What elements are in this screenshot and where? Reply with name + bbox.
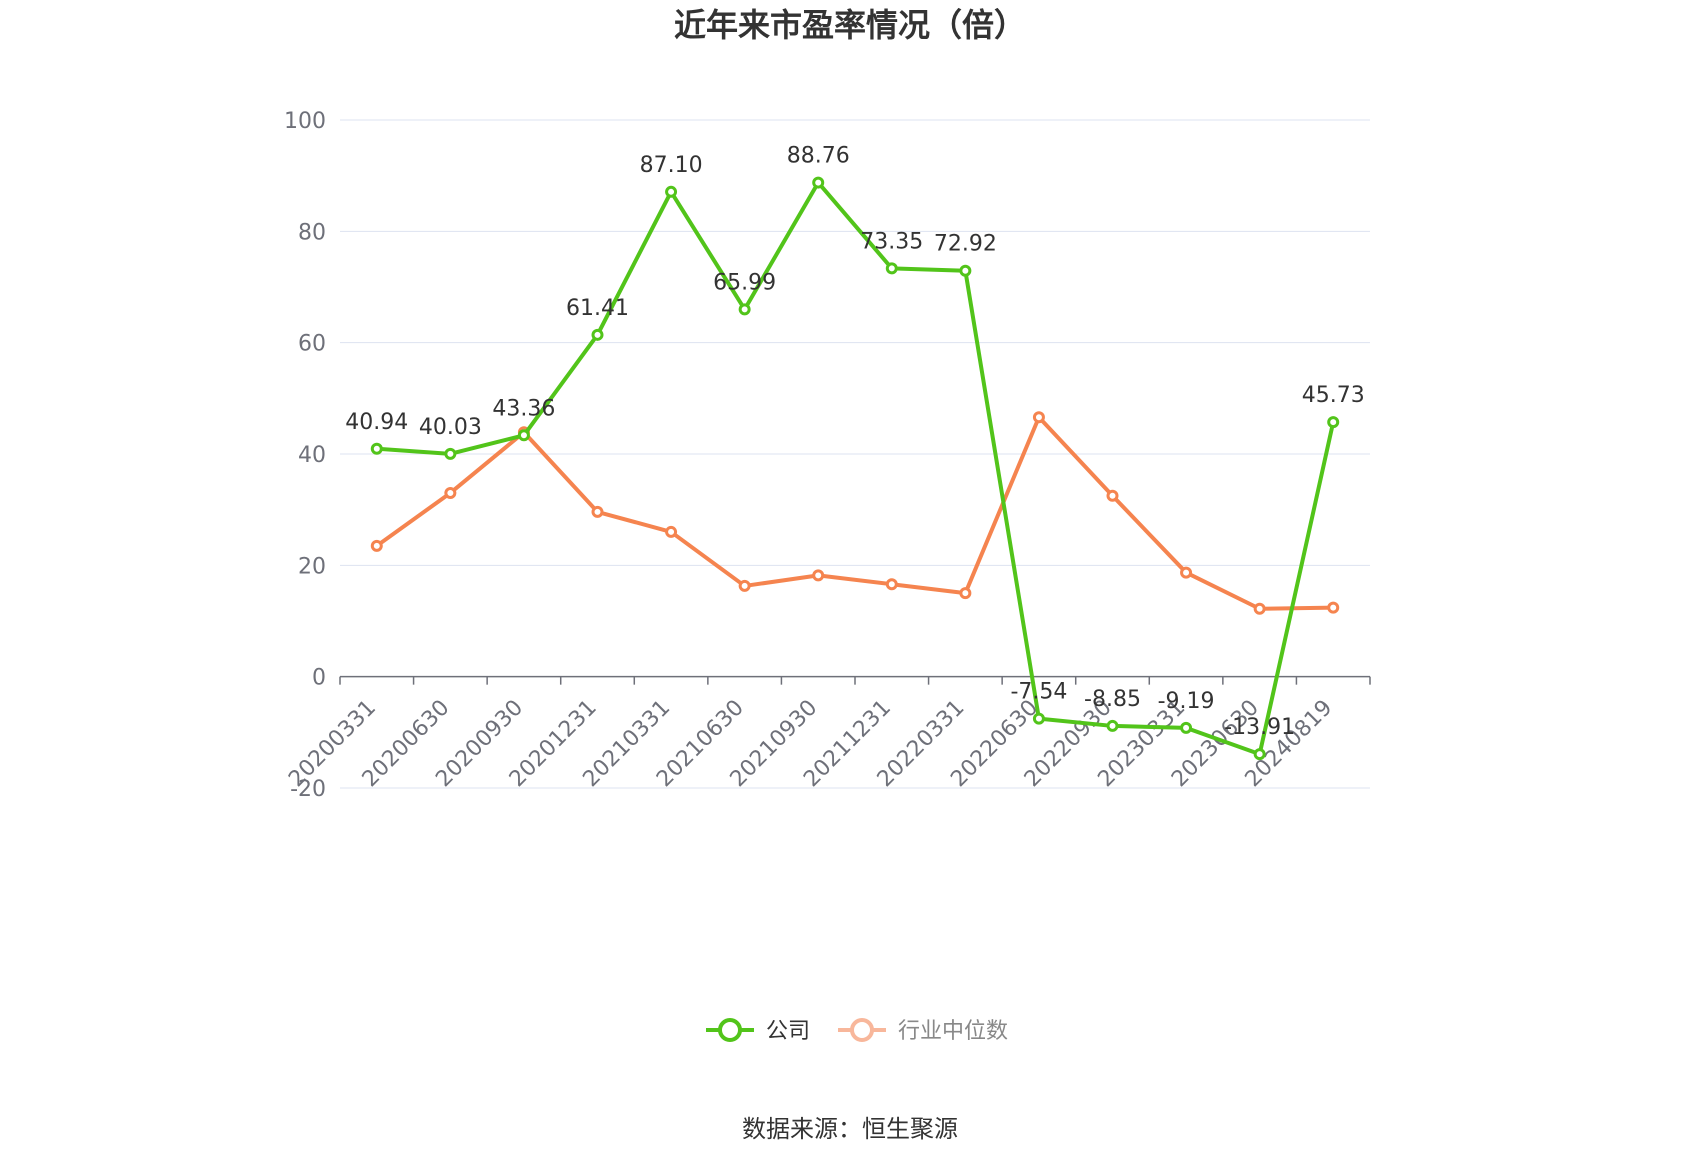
company-point[interactable] <box>738 303 751 316</box>
company-point[interactable] <box>1253 748 1266 761</box>
industry-line <box>375 415 1334 611</box>
company-data-label: 87.10 <box>640 153 703 178</box>
data-labels: 40.94 40.03 43.36 61.41 87.10 65.99 88.76 73.35… <box>345 144 1364 741</box>
data-source: 数据来源：恒生聚源 <box>742 1115 958 1143</box>
legend-industry-label: 行业中位数 <box>898 1019 1008 1044</box>
company-point[interactable] <box>517 429 530 442</box>
company-point[interactable] <box>591 328 604 341</box>
y-tick-label: 40 <box>298 443 326 468</box>
industry-point[interactable] <box>959 587 972 600</box>
chart-title: 近年来市盈率情况（倍） <box>674 6 1026 44</box>
legend-industry-marker <box>850 1018 874 1042</box>
company-point[interactable] <box>444 447 457 460</box>
industry-point[interactable] <box>591 505 604 518</box>
company-point[interactable] <box>1106 719 1119 732</box>
y-tick-label: 20 <box>298 554 326 579</box>
company-point[interactable] <box>959 264 972 277</box>
company-point[interactable] <box>1180 721 1193 734</box>
company-data-label: 40.94 <box>345 410 408 435</box>
company-data-label: 88.76 <box>787 144 850 169</box>
company-data-label: 45.73 <box>1302 383 1365 408</box>
company-line <box>376 180 1336 757</box>
company-data-label: 72.92 <box>934 232 997 257</box>
company-data-label: 43.36 <box>492 396 555 421</box>
company-data-label: -13.91 <box>1224 715 1295 740</box>
industry-point[interactable] <box>812 569 825 582</box>
legend-item-industry[interactable]: 行业中位数 <box>838 1018 1008 1044</box>
y-axis-ticks: -20 0 20 40 60 80 100 <box>284 109 326 802</box>
y-tick-label: 0 <box>312 666 326 691</box>
series-layer <box>370 176 1340 761</box>
industry-point[interactable] <box>1253 602 1266 615</box>
company-data-label: 73.35 <box>860 229 923 254</box>
company-point[interactable] <box>812 176 825 189</box>
legend-company-label: 公司 <box>766 1019 810 1044</box>
y-tick-label: -20 <box>290 777 326 802</box>
industry-point[interactable] <box>1106 489 1119 502</box>
company-data-label: 40.03 <box>419 415 482 440</box>
y-tick-label: 60 <box>298 332 326 357</box>
industry-point[interactable] <box>665 525 678 538</box>
y-tick-label: 100 <box>284 109 326 134</box>
industry-point[interactable] <box>444 486 457 499</box>
company-point[interactable] <box>665 185 678 198</box>
company-data-label: 61.41 <box>566 296 629 321</box>
company-point[interactable] <box>370 442 383 455</box>
industry-point[interactable] <box>1327 601 1340 614</box>
company-point[interactable] <box>1327 416 1340 429</box>
company-point[interactable] <box>1032 712 1045 725</box>
industry-point[interactable] <box>370 539 383 552</box>
industry-point[interactable] <box>738 579 751 592</box>
company-point[interactable] <box>885 262 898 275</box>
legend-item-company[interactable]: 公司 <box>706 1018 810 1044</box>
company-data-label: 65.99 <box>713 270 776 295</box>
company-data-label: -8.85 <box>1084 687 1141 712</box>
y-tick-label: 80 <box>298 220 326 245</box>
company-data-label: -7.54 <box>1010 680 1067 705</box>
grid-lines <box>340 119 1370 789</box>
industry-point[interactable] <box>1032 411 1045 424</box>
legend-company-marker <box>718 1018 742 1042</box>
industry-point[interactable] <box>1180 566 1193 579</box>
industry-point[interactable] <box>885 578 898 591</box>
legend[interactable]: 公司 行业中位数 <box>706 1018 1008 1044</box>
company-data-label: -9.19 <box>1158 689 1215 714</box>
